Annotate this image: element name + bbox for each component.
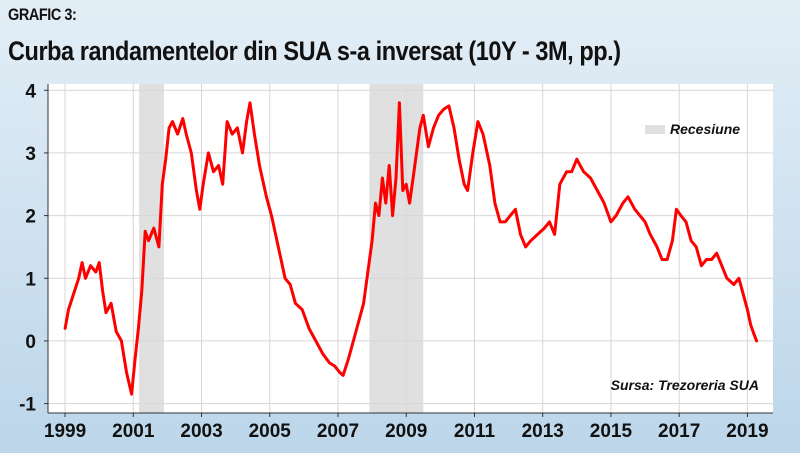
x-tick-label: 2005 (249, 421, 292, 442)
x-tick-label: 2017 (658, 421, 700, 442)
chart-label: GRAFIC 3: (8, 5, 77, 24)
series-line-1 (63, 101, 759, 396)
y-tick-label: 2 (25, 207, 36, 228)
y-tick-label: -1 (19, 395, 36, 416)
x-tick-label: 2007 (317, 421, 359, 442)
source-note: Sursa: Trezoreria SUA (611, 377, 759, 393)
y-tick-label: 3 (25, 144, 36, 165)
x-tick-label: 2015 (590, 421, 633, 442)
x-tick-label: 2011 (454, 421, 496, 442)
x-tick-label: 2013 (522, 421, 564, 442)
y-tick-label: 1 (25, 269, 36, 290)
legend-swatch-recession (645, 125, 665, 134)
x-tick-label: 2003 (180, 421, 222, 442)
x-tick-label: 1999 (44, 421, 86, 442)
recession-band-2 (369, 84, 424, 413)
x-tick-label: 2001 (112, 421, 155, 442)
y-tick-label: 4 (25, 81, 36, 102)
x-tick-label: 2009 (385, 421, 427, 442)
y-tick-label: 0 (25, 332, 36, 353)
chart-title: Curba randamentelor din SUA s-a inversat… (8, 36, 621, 66)
legend-label-recession: Recesiune (670, 121, 740, 137)
x-tick-label: 2019 (726, 421, 768, 442)
